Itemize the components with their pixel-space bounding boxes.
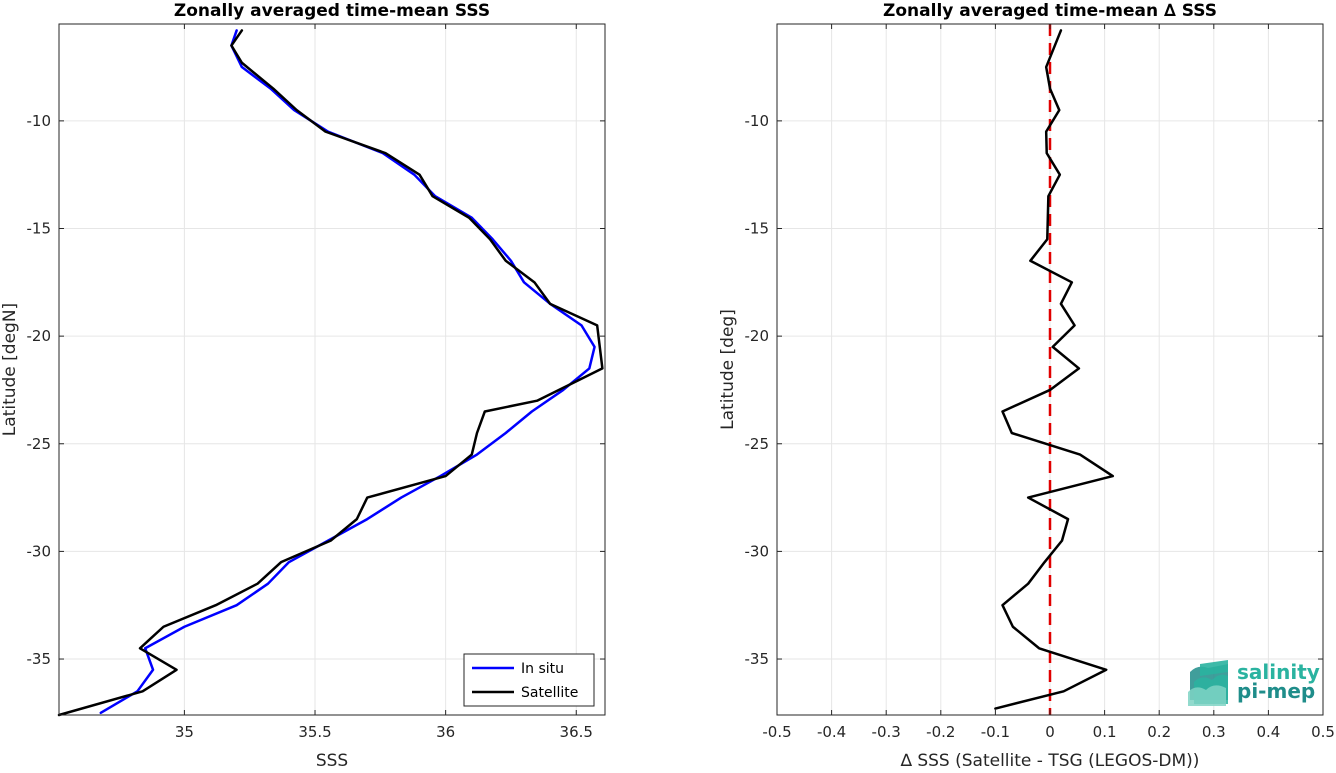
delta-sss-ytick-label: -10 [745, 112, 770, 130]
delta-sss-xtick-label: -0.3 [872, 723, 901, 741]
sss-series-line-satellite [57, 29, 604, 717]
sss-lines [57, 29, 604, 717]
salinity-pi-mep-logo: salinity pi-mep [1188, 660, 1320, 706]
sss-ytick-label: -35 [27, 650, 52, 668]
delta-sss-xtick-label: 0.5 [1311, 723, 1335, 741]
sss-ytick-label: -30 [27, 542, 52, 560]
legend-box [463, 653, 595, 707]
delta-sss-tick-labels: -0.5 -0.4 -0.3 -0.2 -0.1 0 0.1 0.2 0.3 0.4 0.5 -10 -… [745, 112, 1335, 741]
sss-tick-labels: 35 35.5 36 36.5 -10 -15 -20 -25 -30 -35 [27, 112, 593, 741]
legend-label-in-situ: In situ [521, 661, 564, 677]
delta-sss-ytick-label: -35 [745, 650, 770, 668]
sss-xtick-label: 36.5 [560, 723, 593, 741]
sss-xtick-label: 36 [436, 723, 455, 741]
delta-sss-tick-marks [776, 24, 1324, 715]
sss-y-axis-label: Latitude [degN] [0, 303, 20, 436]
delta-sss-panel: -0.5 -0.4 -0.3 -0.2 -0.1 0 0.1 0.2 0.3 0.4 0.5 -10 -… [718, 1, 1335, 771]
delta-sss-title: Zonally averaged time-mean ∆ SSS [883, 1, 1217, 21]
delta-sss-series-line-difference [994, 29, 1115, 710]
delta-sss-xtick-label: -0.2 [926, 723, 955, 741]
delta-sss-xtick-label: 0.1 [1093, 723, 1117, 741]
delta-sss-xtick-label: -0.5 [762, 723, 791, 741]
delta-sss-xtick-label: 0.4 [1256, 723, 1280, 741]
delta-sss-xtick-label: 0.2 [1147, 723, 1171, 741]
delta-sss-ytick-label: -15 [745, 220, 770, 238]
delta-sss-ytick-label: -25 [745, 435, 770, 453]
sss-xtick-label: 35.5 [298, 723, 331, 741]
delta-sss-lines [994, 24, 1115, 715]
delta-sss-xtick-label: 0.3 [1202, 723, 1226, 741]
logo-text-salinity: salinity [1237, 660, 1320, 684]
logo-waves-icon [1188, 660, 1228, 706]
sss-xtick-label: 35 [175, 723, 194, 741]
delta-sss-xtick-label: -0.4 [817, 723, 846, 741]
sss-legend: In situ Satellite [463, 653, 595, 707]
sss-ytick-label: -15 [27, 220, 52, 238]
sss-panel: 35 35.5 36 36.5 -10 -15 -20 -25 -30 -35 Zonally a… [0, 1, 606, 771]
sss-plot-area [59, 24, 605, 715]
logo-text-pi-mep: pi-mep [1237, 679, 1315, 703]
delta-sss-x-axis-label: ∆ SSS (Satellite - TSG (LEGOS-DM)) [900, 751, 1200, 769]
delta-sss-xtick-label: 0 [1045, 723, 1055, 741]
sss-ytick-label: -20 [27, 327, 52, 345]
delta-sss-ytick-label: -20 [745, 327, 770, 345]
delta-sss-y-axis-label: Latitude [deg] [718, 309, 738, 430]
sss-x-axis-label: SSS [316, 751, 348, 769]
delta-sss-ytick-label: -30 [745, 542, 770, 560]
sss-axes-box [58, 23, 606, 716]
sss-tick-marks [59, 24, 605, 715]
delta-sss-xtick-label: -0.1 [981, 723, 1010, 741]
sss-ytick-label: -25 [27, 435, 52, 453]
sss-title: Zonally averaged time-mean SSS [174, 1, 490, 21]
legend-label-satellite: Satellite [521, 685, 578, 701]
sss-ytick-label: -10 [27, 112, 52, 130]
